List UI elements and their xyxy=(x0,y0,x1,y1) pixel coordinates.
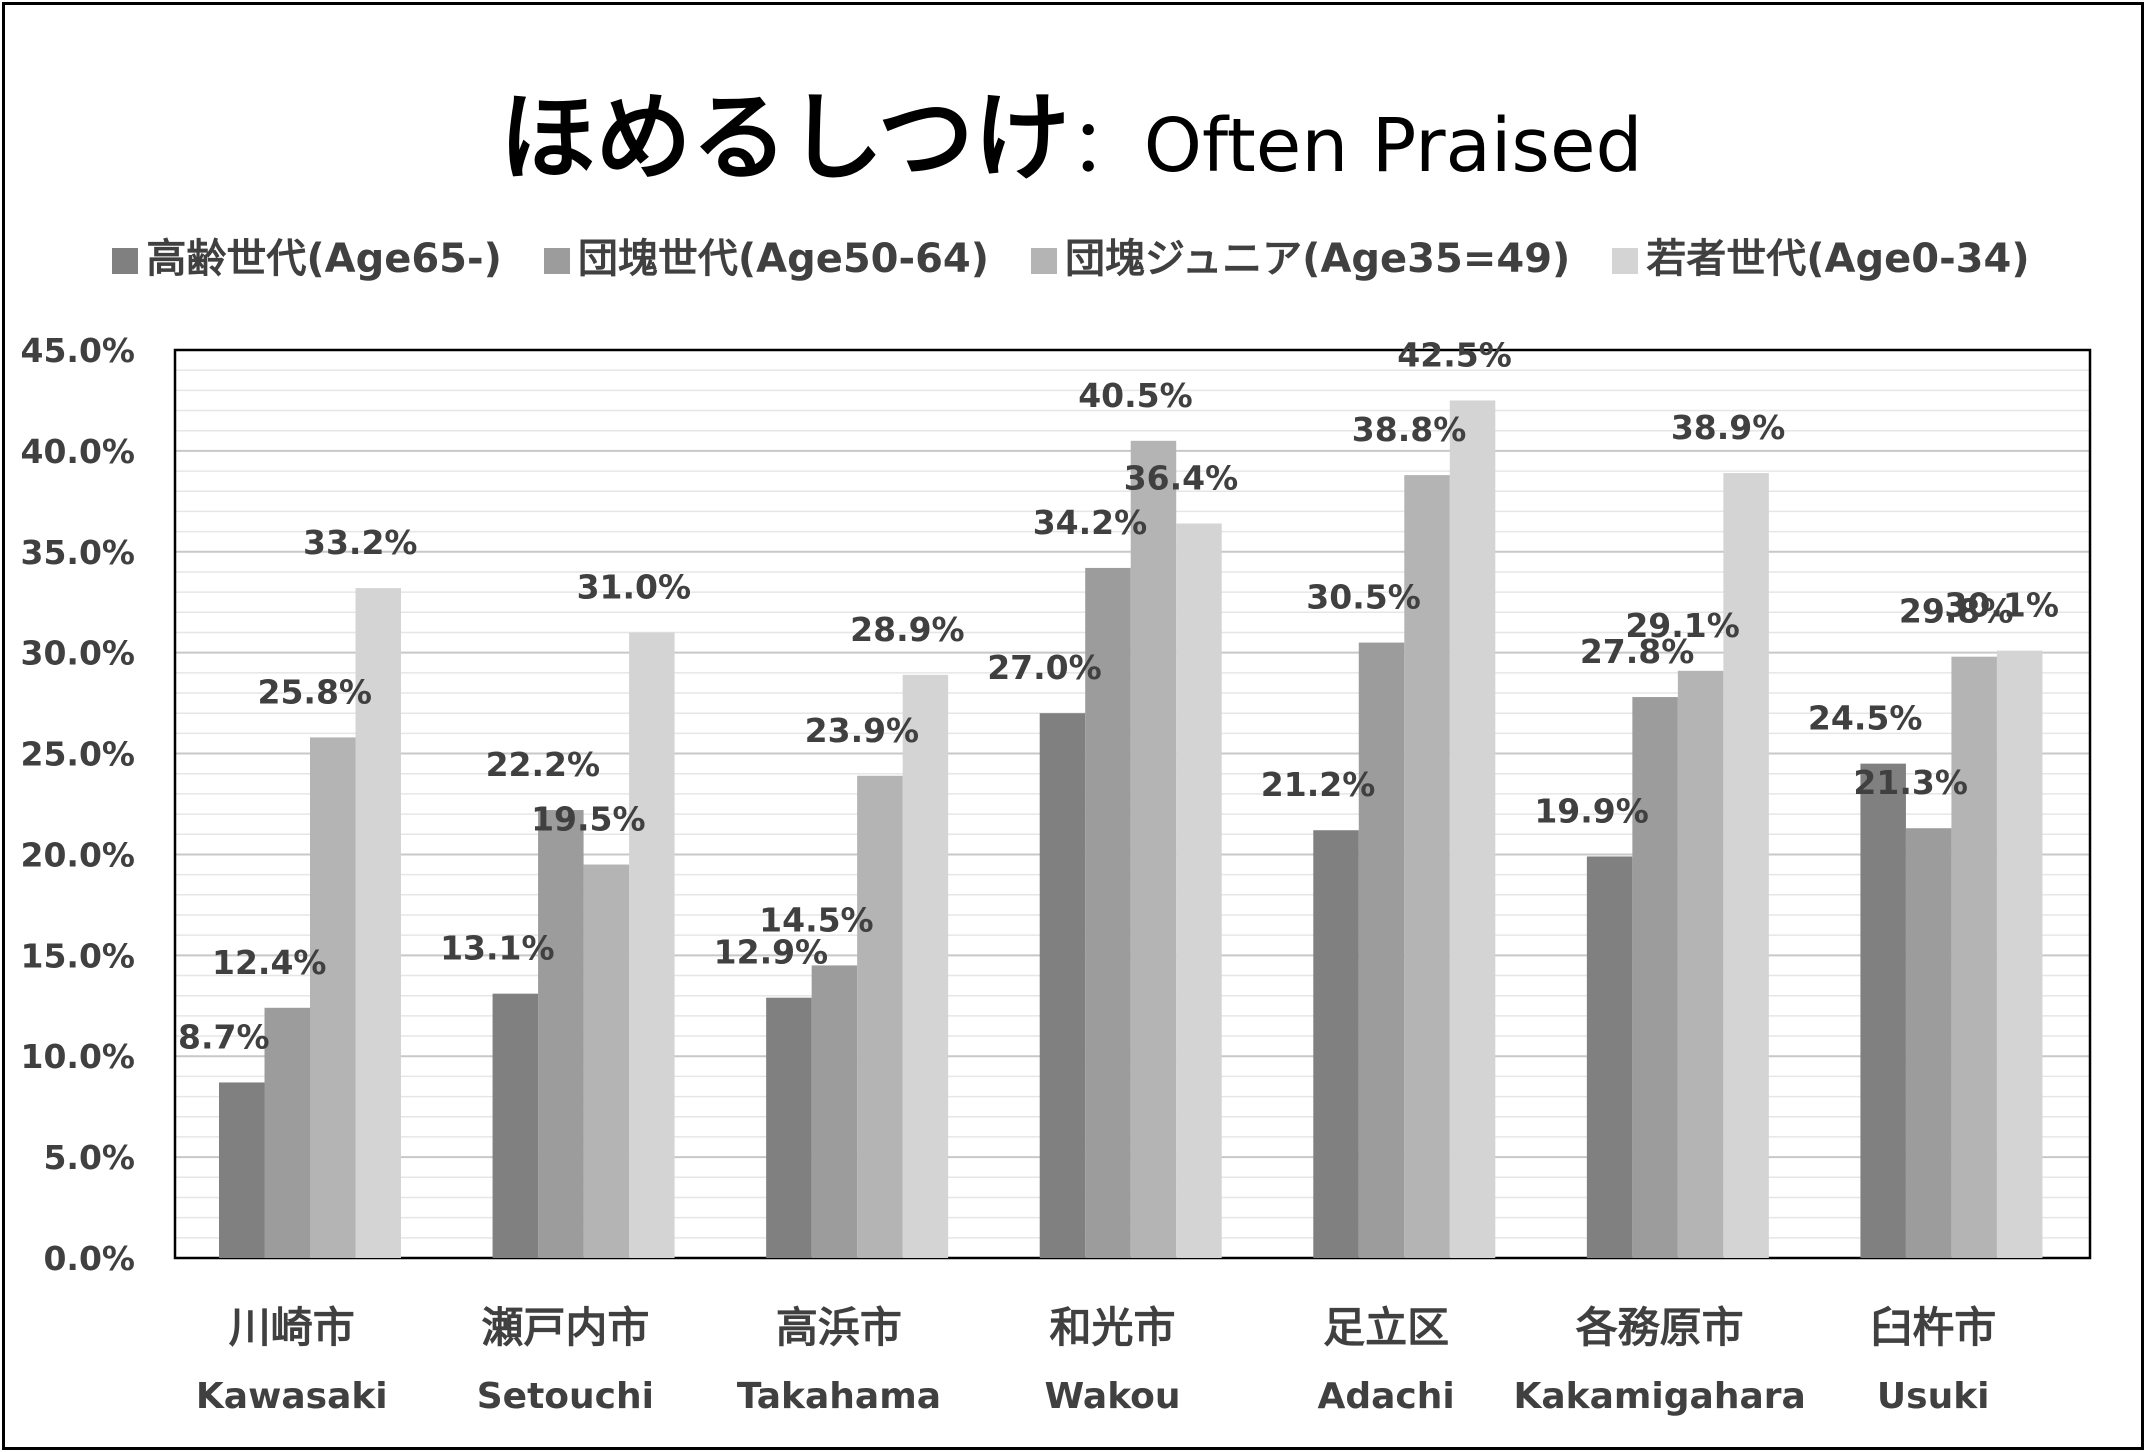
data-label: 24.5% xyxy=(1808,699,1923,738)
y-tick-label: 0.0% xyxy=(43,1239,135,1278)
data-label: 33.2% xyxy=(303,523,418,562)
data-label: 28.9% xyxy=(850,610,965,649)
bar xyxy=(1039,713,1086,1258)
bar xyxy=(1677,670,1724,1258)
chart-title-separator: ： xyxy=(1069,103,1144,189)
data-label: 30.5% xyxy=(1306,578,1421,617)
data-label: 12.4% xyxy=(212,943,327,982)
bar xyxy=(310,737,356,1258)
bar xyxy=(1085,567,1131,1258)
data-label: 27.8% xyxy=(1580,632,1695,671)
bar xyxy=(1632,697,1678,1258)
bar xyxy=(1586,856,1633,1258)
y-tick-label: 5.0% xyxy=(43,1138,135,1177)
legend-item-2: 団塊ジュニア(Age35=49) xyxy=(1030,226,1571,284)
data-label: 21.2% xyxy=(1261,765,1376,804)
data-label: 23.9% xyxy=(805,711,920,750)
y-tick-label: 30.0% xyxy=(21,634,136,673)
data-label: 27.0% xyxy=(987,648,1102,687)
bar xyxy=(1404,475,1450,1258)
data-label: 34.2% xyxy=(1033,503,1148,542)
bar xyxy=(1358,642,1405,1258)
data-label: 14.5% xyxy=(759,900,874,939)
legend-swatch-3 xyxy=(1612,248,1639,274)
data-label: 8.7% xyxy=(178,1017,270,1056)
data-label: 38.9% xyxy=(1671,408,1786,447)
y-tick-label: 25.0% xyxy=(21,735,136,774)
legend-item-1: 団塊世代(Age50-64) xyxy=(543,226,990,284)
x-category-label: 高浜市 xyxy=(776,1303,902,1352)
x-category-label-en: Wakou xyxy=(1044,1376,1180,1417)
bar xyxy=(1951,656,1997,1258)
y-tick-label: 45.0% xyxy=(21,331,136,370)
data-label: 30.1% xyxy=(1944,586,2059,625)
bar xyxy=(1996,650,2043,1258)
bar xyxy=(583,864,630,1258)
x-category-label-en: Kawasaki xyxy=(196,1376,388,1417)
data-label: 19.9% xyxy=(1534,791,1649,830)
data-label: 31.0% xyxy=(577,567,692,606)
data-label: 19.5% xyxy=(531,800,646,839)
data-label: 36.4% xyxy=(1124,459,1239,498)
bar xyxy=(219,1082,265,1258)
data-label: 25.8% xyxy=(258,672,373,711)
legend-label-0: 高齢世代(Age65-) xyxy=(146,236,502,282)
legend-label-3: 若者世代(Age0-34) xyxy=(1646,236,2030,282)
bar xyxy=(1449,400,1496,1258)
x-category-label: 川崎市 xyxy=(229,1303,355,1352)
bar xyxy=(1313,830,1359,1258)
bar xyxy=(355,588,401,1258)
chart-legend: 高齢世代(Age65-) 団塊世代(Age50-64) 団塊ジュニア(Age35… xyxy=(0,226,2142,284)
bar xyxy=(766,997,812,1258)
bar xyxy=(1176,523,1222,1258)
legend-label-1: 団塊世代(Age50-64) xyxy=(577,236,990,282)
data-label: 29.1% xyxy=(1625,606,1740,645)
chart-title-sub: Often Praised xyxy=(1143,103,1643,189)
x-category-label-en: Takahama xyxy=(737,1376,941,1417)
data-label: 13.1% xyxy=(440,929,555,968)
legend-item-0: 高齢世代(Age65-) xyxy=(112,226,502,284)
data-label: 29.8% xyxy=(1899,592,2014,631)
bar xyxy=(902,674,949,1258)
x-category-label: 瀬戸内市 xyxy=(481,1303,649,1352)
bar xyxy=(492,993,539,1258)
chart-title: ほめるしつけ：Often Praised xyxy=(0,60,2142,199)
bar xyxy=(1905,828,1952,1258)
bar xyxy=(264,1007,310,1258)
bar xyxy=(629,632,675,1258)
bar xyxy=(811,965,858,1258)
y-tick-label: 15.0% xyxy=(21,936,136,975)
data-label: 38.8% xyxy=(1352,410,1467,449)
legend-swatch-0 xyxy=(112,248,139,274)
x-category-label-en: Usuki xyxy=(1877,1376,1990,1417)
chart-title-main: ほめるしつけ xyxy=(499,82,1070,194)
y-tick-label: 40.0% xyxy=(21,432,136,471)
x-category-label: 足立区 xyxy=(1323,1303,1449,1352)
legend-label-2: 団塊ジュニア(Age35=49) xyxy=(1064,236,1571,282)
x-category-label: 各務原市 xyxy=(1576,1303,1744,1352)
data-label: 40.5% xyxy=(1078,376,1193,415)
y-tick-label: 10.0% xyxy=(21,1037,136,1076)
bar xyxy=(1860,763,1906,1258)
x-category-label: 和光市 xyxy=(1049,1303,1175,1352)
y-tick-label: 20.0% xyxy=(21,835,136,874)
legend-item-3: 若者世代(Age0-34) xyxy=(1612,226,2030,284)
legend-swatch-2 xyxy=(1030,248,1057,274)
x-category-label-en: Setouchi xyxy=(477,1376,654,1417)
x-category-label: 臼杵市 xyxy=(1870,1303,1996,1352)
data-label: 12.9% xyxy=(714,933,829,972)
data-label: 42.5% xyxy=(1397,335,1512,374)
bar xyxy=(857,775,903,1258)
x-category-label-en: Adachi xyxy=(1317,1376,1454,1417)
x-category-label-en: Kakamigahara xyxy=(1513,1376,1805,1417)
bar xyxy=(1130,440,1177,1258)
bar xyxy=(538,810,584,1258)
legend-swatch-1 xyxy=(543,248,570,274)
bar xyxy=(1723,473,1769,1258)
y-tick-label: 35.0% xyxy=(21,533,136,572)
data-label: 22.2% xyxy=(486,745,601,784)
data-label: 21.3% xyxy=(1853,763,1968,802)
